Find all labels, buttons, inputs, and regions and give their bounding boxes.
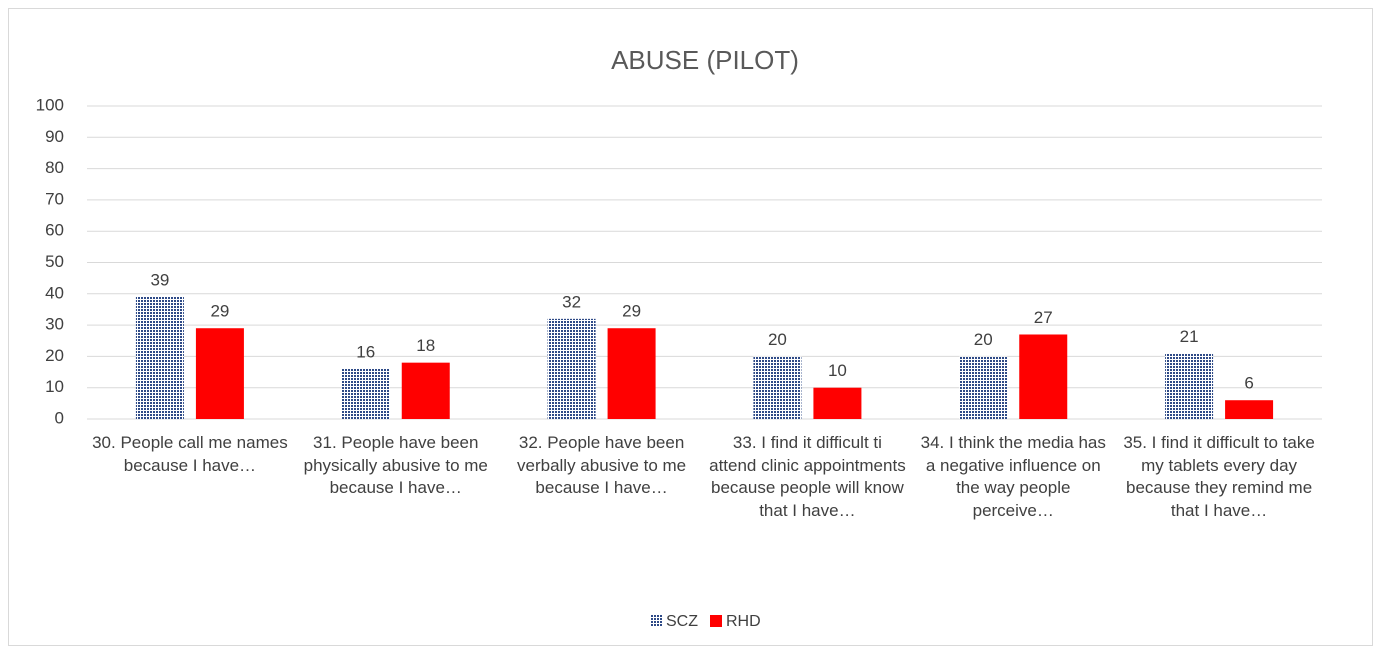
value-label: 20 [974,330,993,349]
y-tick-label: 80 [45,158,64,177]
bar [1019,334,1068,419]
bar [959,356,1008,419]
value-label: 10 [828,361,847,380]
legend-swatch [710,615,722,627]
bar [1165,353,1214,419]
x-tick-label: 33. I find it difficult ti attend clinic… [709,433,906,520]
y-tick-label: 30 [45,315,64,334]
x-tick-label: 35. I find it difficult to take my table… [1123,433,1315,520]
y-tick-label: 90 [45,127,64,146]
value-label: 18 [416,336,435,355]
x-tick-label: 32. People have been verbally abusive to… [517,433,687,497]
legend-swatch [650,615,662,627]
bar [135,296,184,419]
y-tick-label: 40 [45,283,64,302]
bar [341,368,390,419]
value-label: 29 [622,302,641,321]
legend-label: SCZ [666,613,698,630]
bar [813,387,862,419]
value-label: 32 [562,292,581,311]
y-tick-label: 50 [45,252,64,271]
value-label: 6 [1244,374,1253,393]
x-tick-label: 34. I think the media has a negative inf… [920,433,1106,520]
value-label: 27 [1034,308,1053,327]
value-label: 20 [768,330,787,349]
bar [401,362,450,419]
y-tick-label: 70 [45,189,64,208]
value-label: 39 [150,270,169,289]
value-label: 21 [1180,327,1199,346]
chart-title: ABUSE (PILOT) [611,45,799,75]
value-label: 16 [356,342,375,361]
legend-label: RHD [726,613,761,630]
bar [1225,400,1274,419]
y-tick-label: 10 [45,377,64,396]
y-tick-label: 0 [55,408,64,427]
y-tick-label: 100 [36,95,64,114]
y-tick-label: 20 [45,346,64,365]
bar [753,356,802,419]
bar [195,328,244,419]
value-label: 29 [210,302,229,321]
bar [547,318,596,419]
x-tick-label: 31. People have been physically abusive … [303,433,488,497]
y-tick-label: 60 [45,221,64,240]
x-tick-label: 30. People call me names because I have… [92,433,288,475]
chart-border [8,8,1373,646]
bar [607,328,656,419]
